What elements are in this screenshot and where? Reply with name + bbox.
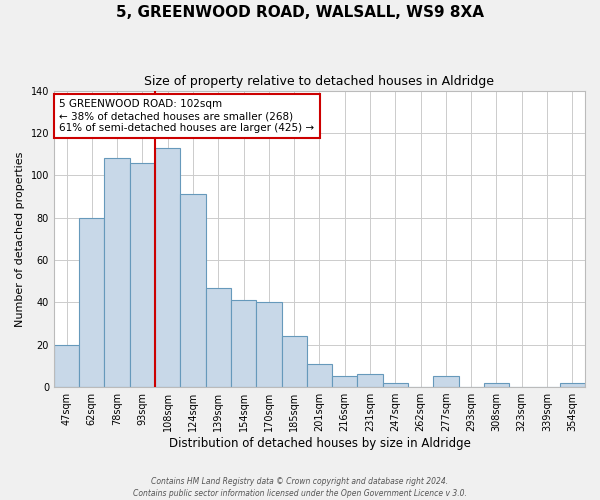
Bar	[231, 300, 256, 387]
X-axis label: Distribution of detached houses by size in Aldridge: Distribution of detached houses by size …	[169, 437, 470, 450]
Bar	[281, 336, 307, 387]
Y-axis label: Number of detached properties: Number of detached properties	[15, 151, 25, 326]
Bar	[79, 218, 104, 387]
Bar	[332, 376, 358, 387]
Bar	[104, 158, 130, 387]
Text: Contains HM Land Registry data © Crown copyright and database right 2024.
Contai: Contains HM Land Registry data © Crown c…	[133, 476, 467, 498]
Bar	[484, 383, 509, 387]
Bar	[307, 364, 332, 387]
Bar	[54, 344, 79, 387]
Bar	[358, 374, 383, 387]
Bar	[383, 383, 408, 387]
Bar	[130, 162, 155, 387]
Bar	[433, 376, 458, 387]
Bar	[256, 302, 281, 387]
Text: 5, GREENWOOD ROAD, WALSALL, WS9 8XA: 5, GREENWOOD ROAD, WALSALL, WS9 8XA	[116, 5, 484, 20]
Text: 5 GREENWOOD ROAD: 102sqm
← 38% of detached houses are smaller (268)
61% of semi-: 5 GREENWOOD ROAD: 102sqm ← 38% of detach…	[59, 100, 314, 132]
Bar	[181, 194, 206, 387]
Title: Size of property relative to detached houses in Aldridge: Size of property relative to detached ho…	[145, 75, 494, 88]
Bar	[560, 383, 585, 387]
Bar	[206, 288, 231, 387]
Bar	[155, 148, 181, 387]
